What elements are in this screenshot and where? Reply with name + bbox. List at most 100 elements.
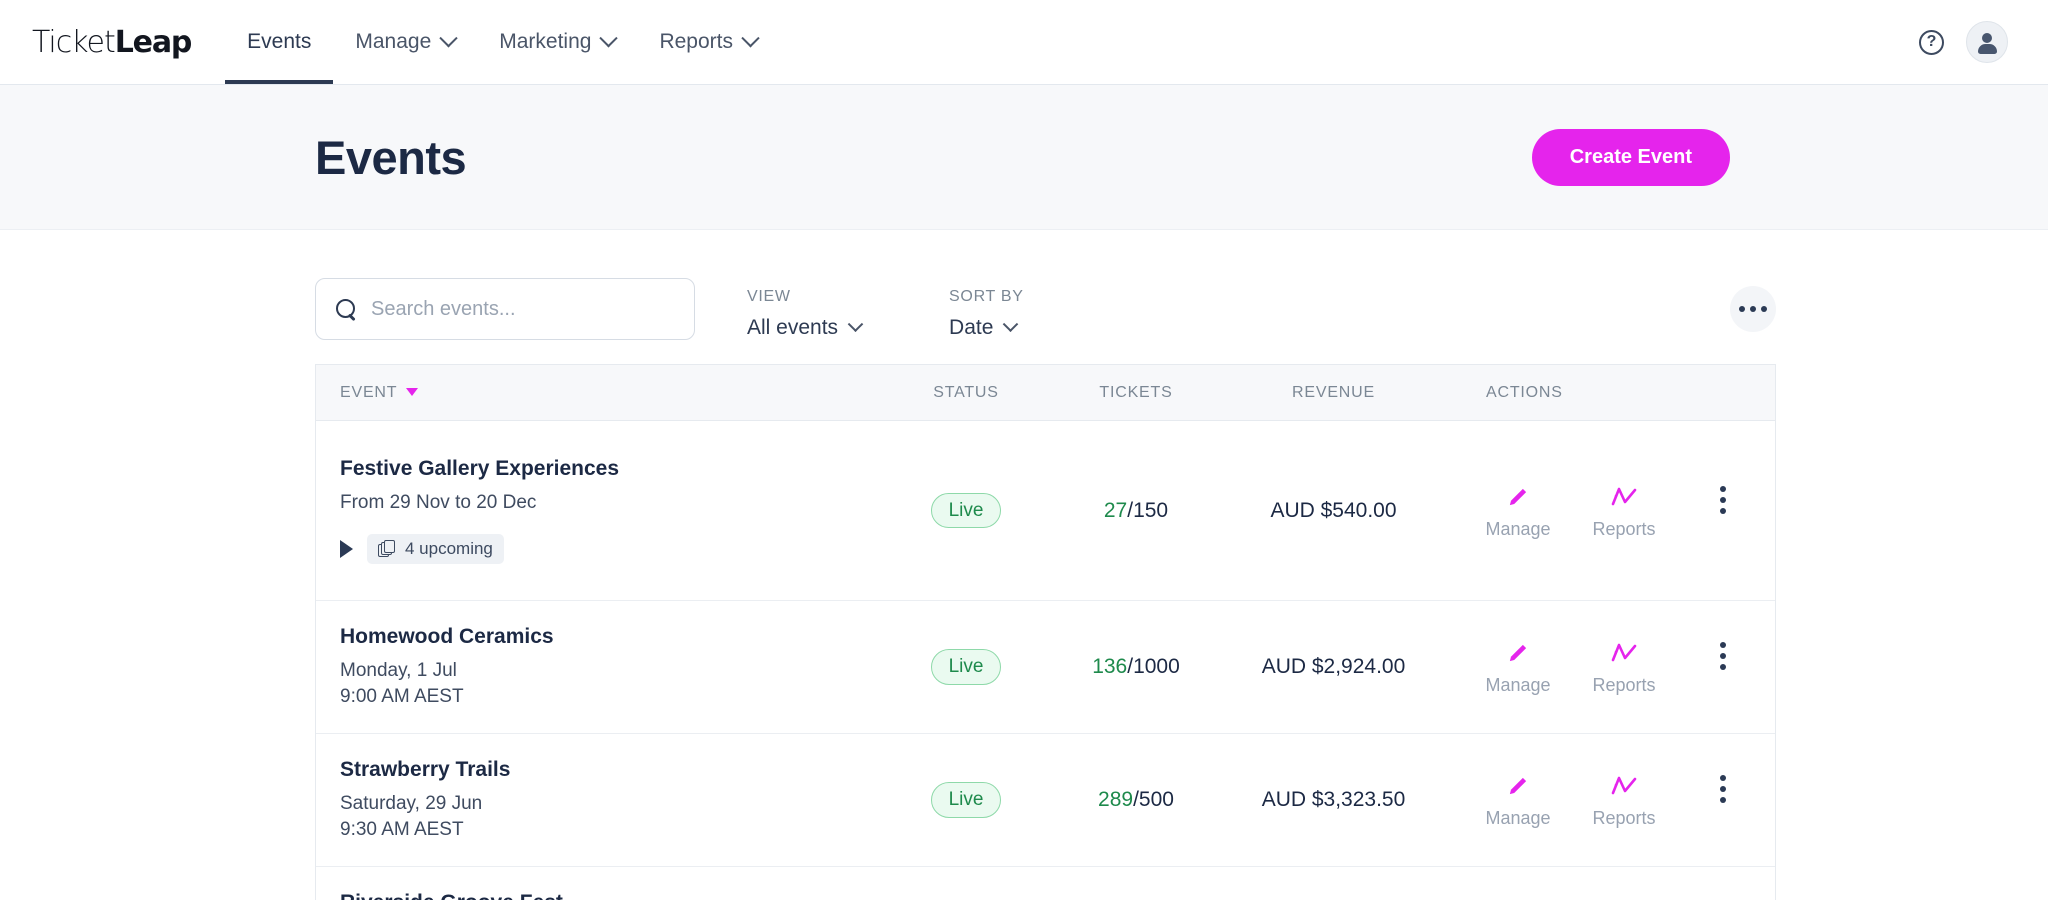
kebab-dot bbox=[1720, 664, 1726, 670]
avatar-body-shape bbox=[1977, 44, 1997, 54]
upcoming-count-label: 4 upcoming bbox=[405, 538, 493, 558]
reports-action-label: Reports bbox=[1592, 808, 1656, 828]
kebab-dot bbox=[1720, 485, 1726, 492]
sort-descending-caret-icon bbox=[406, 387, 419, 396]
event-title[interactable]: Riverside Groove Fest bbox=[340, 891, 886, 900]
nav-item-reports-label: Reports bbox=[659, 30, 733, 53]
tickets-sold: 27 bbox=[1103, 498, 1128, 522]
table-row[interactable]: Festive Gallery Experiences From 29 Nov … bbox=[316, 421, 1775, 601]
nav-item-events-label: Events bbox=[247, 30, 312, 53]
event-date-line1: Saturday, 29 Jun bbox=[340, 792, 483, 814]
events-table: EVENT STATUS TICKETS REVENUE ACTIONS Fes… bbox=[315, 364, 1776, 900]
column-header-event[interactable]: EVENT bbox=[316, 384, 886, 402]
row-event-cell: Riverside Groove Fest Saturday, 13 Apr 4… bbox=[316, 891, 886, 900]
event-title[interactable]: Strawberry Trails bbox=[340, 757, 511, 781]
revenue-value: AUD $540.00 bbox=[1270, 498, 1397, 522]
search-input[interactable] bbox=[371, 297, 674, 321]
view-filter-dropdown[interactable]: All events bbox=[747, 315, 864, 340]
events-content: VIEW All events SORT BY Date EVENT STATU… bbox=[0, 230, 2048, 900]
nav-item-marketing-label: Marketing bbox=[499, 30, 592, 53]
more-dot bbox=[1750, 306, 1756, 312]
sort-filter-label: SORT BY bbox=[949, 288, 1024, 305]
sort-filter-dropdown[interactable]: Date bbox=[949, 315, 1024, 340]
reports-action-button[interactable]: Reports bbox=[1592, 638, 1656, 696]
chevron-down-icon bbox=[439, 28, 458, 47]
tickets-value: 27/150 bbox=[1104, 499, 1168, 522]
nav-item-marketing[interactable]: Marketing bbox=[477, 0, 637, 84]
top-navigation-bar: TicketLeap Events Manage Marketing Repor… bbox=[0, 0, 2048, 85]
search-icon bbox=[336, 298, 357, 320]
table-row[interactable]: Strawberry Trails Saturday, 29 Jun 9:30 … bbox=[316, 734, 1775, 867]
row-overflow-menu-button[interactable] bbox=[1720, 485, 1726, 514]
primary-nav-items: Events Manage Marketing Reports bbox=[225, 0, 779, 84]
kebab-dot bbox=[1720, 797, 1726, 803]
view-filter-group: VIEW All events bbox=[747, 288, 864, 340]
help-icon[interactable]: ? bbox=[1919, 29, 1944, 55]
status-badge: Live bbox=[930, 492, 1002, 529]
brand-logo[interactable]: TicketLeap bbox=[0, 0, 211, 84]
brand-logo-part2: Leap bbox=[114, 24, 193, 60]
nav-item-events[interactable]: Events bbox=[225, 0, 334, 84]
column-header-status: STATUS bbox=[933, 383, 999, 401]
brand-logo-text: TicketLeap bbox=[32, 24, 193, 60]
line-chart-icon bbox=[1610, 482, 1638, 512]
expand-triangle-icon[interactable] bbox=[340, 539, 353, 558]
create-event-button[interactable]: Create Event bbox=[1531, 128, 1730, 186]
user-avatar-button[interactable] bbox=[1966, 21, 2008, 63]
row-status-cell: Live bbox=[886, 492, 1046, 529]
table-row[interactable]: Homewood Ceramics Monday, 1 Jul 9:00 AM … bbox=[316, 601, 1775, 734]
reports-action-button[interactable]: Reports bbox=[1592, 771, 1656, 829]
more-options-button[interactable] bbox=[1730, 286, 1776, 332]
manage-action-button[interactable]: Manage bbox=[1485, 482, 1551, 540]
chevron-down-icon bbox=[741, 28, 760, 47]
row-overflow-menu-button[interactable] bbox=[1720, 775, 1726, 803]
reports-action-label: Reports bbox=[1592, 675, 1656, 695]
upcoming-count-chip[interactable]: 4 upcoming bbox=[367, 533, 504, 564]
view-filter-value: All events bbox=[747, 316, 839, 339]
tickets-separator: / bbox=[1127, 498, 1134, 522]
manage-action-button[interactable]: Manage bbox=[1485, 638, 1551, 696]
tickets-total: 150 bbox=[1133, 498, 1169, 522]
tickets-sold: 136 bbox=[1092, 655, 1128, 678]
table-row[interactable]: Riverside Groove Fest Saturday, 13 Apr 4… bbox=[316, 867, 1775, 900]
pencil-icon bbox=[1505, 771, 1531, 801]
kebab-dot bbox=[1720, 642, 1726, 648]
kebab-dot bbox=[1720, 496, 1726, 503]
kebab-dot bbox=[1720, 507, 1726, 514]
tickets-value: 289/500 bbox=[1098, 788, 1174, 811]
kebab-dot bbox=[1720, 775, 1726, 781]
revenue-value: AUD $2,924.00 bbox=[1261, 655, 1406, 678]
row-tickets-cell: 136/1000 bbox=[1046, 655, 1226, 679]
column-header-revenue: REVENUE bbox=[1292, 383, 1375, 401]
events-toolbar: VIEW All events SORT BY Date bbox=[315, 230, 2048, 340]
column-header-actions: ACTIONS bbox=[1486, 383, 1563, 401]
tickets-total: 500 bbox=[1138, 788, 1174, 811]
revenue-value: AUD $3,323.50 bbox=[1261, 788, 1406, 811]
tickets-total: 1000 bbox=[1133, 655, 1180, 678]
nav-item-manage[interactable]: Manage bbox=[333, 0, 477, 84]
event-group-expander: 4 upcoming bbox=[340, 533, 886, 564]
row-status-cell: Live bbox=[886, 649, 1046, 685]
nav-right-actions: ? bbox=[1919, 0, 2048, 84]
row-event-cell: Strawberry Trails Saturday, 29 Jun 9:30 … bbox=[316, 758, 886, 842]
row-overflow-menu-button[interactable] bbox=[1720, 642, 1726, 670]
tickets-sold: 289 bbox=[1098, 788, 1134, 811]
view-filter-label: VIEW bbox=[747, 288, 791, 305]
line-chart-icon bbox=[1610, 638, 1638, 668]
row-tickets-cell: 27/150 bbox=[1046, 499, 1226, 523]
more-dot bbox=[1761, 306, 1767, 312]
row-tickets-cell: 289/500 bbox=[1046, 788, 1226, 812]
reports-action-button[interactable]: Reports bbox=[1592, 482, 1656, 540]
row-revenue-cell: AUD $2,924.00 bbox=[1226, 655, 1441, 679]
row-revenue-cell: AUD $540.00 bbox=[1226, 499, 1441, 523]
row-actions-cell: Manage Reports bbox=[1441, 771, 1775, 829]
event-title[interactable]: Festive Gallery Experiences bbox=[340, 457, 619, 481]
tickets-separator: / bbox=[1127, 655, 1134, 678]
tickets-value: 136/1000 bbox=[1092, 655, 1180, 678]
nav-item-reports[interactable]: Reports bbox=[637, 0, 779, 84]
manage-action-label: Manage bbox=[1485, 518, 1551, 539]
event-title[interactable]: Homewood Ceramics bbox=[340, 624, 554, 648]
search-events-box[interactable] bbox=[315, 278, 695, 340]
event-date-line2: 9:30 AM AEST bbox=[340, 818, 464, 840]
manage-action-button[interactable]: Manage bbox=[1485, 771, 1551, 829]
